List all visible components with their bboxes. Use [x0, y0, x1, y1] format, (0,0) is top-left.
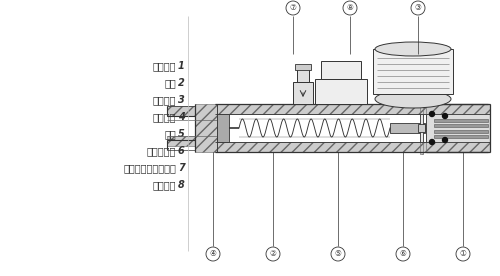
Text: 3: 3 — [178, 95, 185, 105]
Text: 弹簧: 弹簧 — [164, 78, 176, 88]
Circle shape — [331, 247, 345, 261]
Bar — [434, 129, 488, 132]
Bar — [217, 114, 229, 142]
Text: ⑧: ⑧ — [346, 4, 354, 12]
Bar — [321, 61, 361, 79]
Circle shape — [442, 113, 448, 118]
Text: ①: ① — [460, 250, 466, 259]
Text: 微动开关: 微动开关 — [152, 95, 176, 105]
Text: ②: ② — [270, 250, 276, 259]
Text: 7: 7 — [178, 163, 185, 173]
Text: 断路螺母固定螺母弹: 断路螺母固定螺母弹 — [123, 163, 176, 173]
Bar — [293, 82, 313, 104]
Text: ⑥: ⑥ — [400, 250, 406, 259]
Text: 5: 5 — [178, 129, 185, 139]
Bar — [295, 64, 311, 70]
Circle shape — [430, 139, 434, 145]
Ellipse shape — [375, 42, 451, 56]
Text: ④: ④ — [210, 250, 216, 259]
Bar — [195, 104, 217, 152]
Circle shape — [430, 112, 434, 116]
Text: 同轴弹塑: 同轴弹塑 — [152, 61, 176, 71]
Bar — [420, 102, 423, 116]
Bar — [420, 140, 423, 154]
Bar — [420, 114, 423, 142]
Circle shape — [456, 247, 470, 261]
Text: 4: 4 — [178, 112, 185, 122]
Text: ⑦: ⑦ — [290, 4, 296, 12]
Text: 1: 1 — [178, 61, 185, 71]
Circle shape — [396, 247, 410, 261]
Text: 2: 2 — [178, 78, 185, 88]
Text: 断路螺母: 断路螺母 — [152, 112, 176, 122]
Text: 电接头关: 电接头关 — [152, 180, 176, 190]
Circle shape — [206, 247, 220, 261]
Circle shape — [343, 1, 357, 15]
Bar — [167, 136, 195, 146]
Circle shape — [411, 1, 425, 15]
Bar — [426, 114, 490, 142]
Bar — [215, 142, 488, 152]
Circle shape — [286, 1, 300, 15]
Text: 6: 6 — [178, 146, 185, 156]
Bar — [434, 118, 488, 121]
Bar — [434, 123, 488, 126]
Text: ③: ③ — [414, 4, 422, 12]
Bar — [167, 106, 195, 116]
Text: 8: 8 — [178, 180, 185, 190]
Bar — [418, 124, 425, 132]
Bar — [390, 123, 425, 133]
Text: ⑤: ⑤ — [334, 250, 342, 259]
Ellipse shape — [375, 90, 451, 108]
Bar — [297, 68, 309, 82]
Bar — [434, 134, 488, 137]
Circle shape — [266, 247, 280, 261]
Bar — [426, 104, 490, 152]
Bar — [315, 79, 367, 104]
Text: 主杆: 主杆 — [164, 129, 176, 139]
Bar — [215, 104, 488, 114]
Text: 开关扩张器: 开关扩张器 — [146, 146, 176, 156]
Bar — [373, 49, 453, 94]
Circle shape — [442, 137, 448, 142]
